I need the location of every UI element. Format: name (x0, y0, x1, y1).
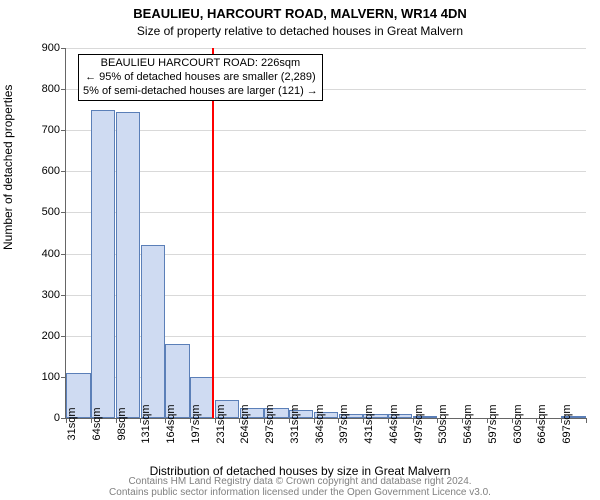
bar-slot (537, 48, 561, 418)
x-tick (586, 418, 587, 423)
footer-line: Contains HM Land Registry data © Crown c… (0, 476, 600, 487)
bar-slot (190, 48, 214, 418)
x-tick-label: 464sqm (388, 404, 400, 443)
chart-container: BEAULIEU, HARCOURT ROAD, MALVERN, WR14 4… (0, 0, 600, 500)
x-tick-label: 397sqm (338, 404, 350, 443)
x-tick-label: 597sqm (487, 404, 499, 443)
bar-slot (165, 48, 189, 418)
x-tick-label: 164sqm (165, 404, 177, 443)
x-tick-label: 264sqm (239, 404, 251, 443)
y-tick-label: 100 (42, 371, 60, 383)
y-tick-label: 500 (42, 206, 60, 218)
bar-slot (561, 48, 585, 418)
x-tick-label: 664sqm (536, 404, 548, 443)
x-tick-label: 697sqm (561, 404, 573, 443)
x-tick-label: 331sqm (289, 404, 301, 443)
y-tick-label: 0 (54, 412, 60, 424)
y-tick-label: 900 (42, 42, 60, 54)
y-tick-label: 200 (42, 330, 60, 342)
annotation-box: BEAULIEU HARCOURT ROAD: 226sqm ← 95% of … (78, 54, 323, 101)
x-tick-label: 297sqm (264, 404, 276, 443)
y-tick-label: 300 (42, 289, 60, 301)
histogram-bar (141, 245, 165, 418)
x-tick-label: 31sqm (66, 407, 78, 440)
x-tick-label: 530sqm (437, 404, 449, 443)
bar-slot (487, 48, 511, 418)
footer: Contains HM Land Registry data © Crown c… (0, 476, 600, 498)
x-tick-label: 231sqm (215, 404, 227, 443)
bar-slot (141, 48, 165, 418)
annotation-line: BEAULIEU HARCOURT ROAD: 226sqm (83, 57, 318, 71)
y-axis-label: Number of detached properties (1, 85, 15, 250)
bar-slot (66, 48, 90, 418)
histogram-bar (91, 110, 115, 418)
y-tick-label: 800 (42, 83, 60, 95)
x-tick-label: 364sqm (314, 404, 326, 443)
bar-slot (462, 48, 486, 418)
histogram-bar (116, 112, 140, 418)
bar-slot (215, 48, 239, 418)
marker-line (212, 48, 214, 418)
x-tick-label: 197sqm (190, 404, 202, 443)
bar-slot (240, 48, 264, 418)
x-tick-label: 431sqm (363, 404, 375, 443)
bar-slot (116, 48, 140, 418)
x-tick-label: 564sqm (462, 404, 474, 443)
bar-slot (413, 48, 437, 418)
annotation-line: 5% of semi-detached houses are larger (1… (83, 85, 318, 99)
y-tick-label: 400 (42, 248, 60, 260)
bar-slot (264, 48, 288, 418)
footer-line: Contains public sector information licen… (0, 487, 600, 498)
plot-area: 010020030040050060070080090031sqm64sqm98… (65, 48, 586, 419)
bar-slot (438, 48, 462, 418)
x-tick-label: 64sqm (91, 407, 103, 440)
bar-slot (314, 48, 338, 418)
bar-slot (363, 48, 387, 418)
annotation-line: ← 95% of detached houses are smaller (2,… (83, 71, 318, 85)
y-tick-label: 700 (42, 124, 60, 136)
x-tick-label: 131sqm (140, 404, 152, 443)
x-tick-label: 98sqm (116, 407, 128, 440)
chart-subtitle: Size of property relative to detached ho… (0, 24, 600, 38)
bar-slot (91, 48, 115, 418)
bar-slot (388, 48, 412, 418)
x-tick-label: 630sqm (512, 404, 524, 443)
chart-title: BEAULIEU, HARCOURT ROAD, MALVERN, WR14 4… (0, 6, 600, 21)
bar-slot (289, 48, 313, 418)
y-tick-label: 600 (42, 165, 60, 177)
x-tick-label: 497sqm (413, 404, 425, 443)
bar-slot (339, 48, 363, 418)
bar-slot (512, 48, 536, 418)
